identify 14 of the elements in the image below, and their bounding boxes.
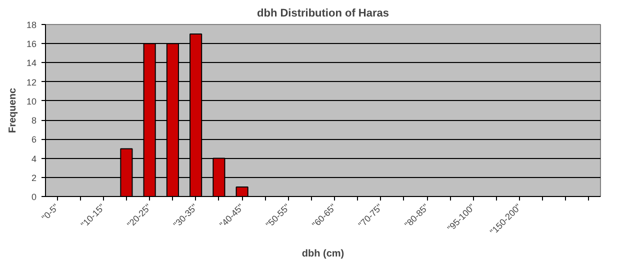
x-axis-title: dbh (cm): [302, 248, 344, 260]
y-axis-title: Frequenc: [7, 88, 18, 134]
chart-title: dbh Distribution of Haras: [257, 8, 389, 20]
y-tick-label: 18: [26, 20, 37, 30]
y-tick-label: 10: [26, 96, 37, 106]
x-tick-label: "0-5": [40, 202, 61, 223]
y-tick-label: 8: [31, 116, 37, 126]
y-tick-label: 14: [26, 58, 37, 68]
y-tick-label: 0: [31, 192, 37, 202]
y-tick-label: 2: [31, 172, 37, 183]
y-tick-label: 6: [31, 134, 37, 145]
y-tick-label: 16: [26, 39, 37, 50]
y-tick-label: 12: [26, 77, 37, 88]
y-tick-label: 4: [31, 154, 37, 164]
